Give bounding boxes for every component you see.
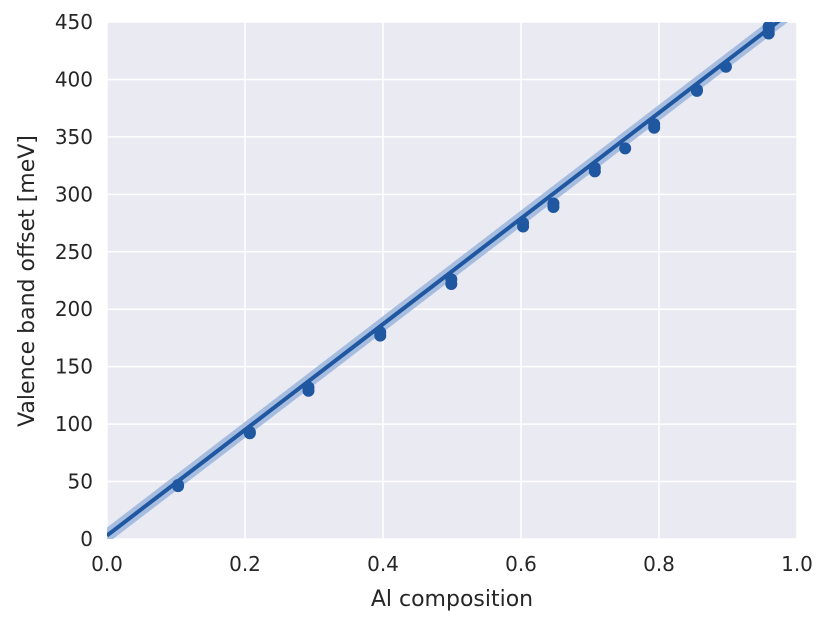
data-point <box>374 326 387 339</box>
x-tick-label: 0.6 <box>505 552 537 576</box>
data-point <box>719 60 732 73</box>
data-point <box>302 381 315 394</box>
grid <box>106 21 798 540</box>
data-point <box>690 83 703 96</box>
y-tick-label: 50 <box>68 470 93 494</box>
data-point <box>243 426 256 439</box>
y-tick-label: 0 <box>80 527 93 551</box>
x-tick-label: 1.0 <box>781 552 813 576</box>
y-tick-label: 150 <box>55 355 93 379</box>
data-point <box>588 161 601 174</box>
fit-line <box>107 22 781 538</box>
y-tick-label: 350 <box>55 125 93 149</box>
x-tick-label: 0.2 <box>229 552 261 576</box>
y-tick-label: 300 <box>55 182 93 206</box>
data-point <box>547 197 560 210</box>
data-point <box>172 479 185 492</box>
x-tick-label: 0.8 <box>643 552 675 576</box>
x-tick-label: 0.0 <box>91 552 123 576</box>
data-series <box>107 22 789 539</box>
y-axis: 0 50 100 150 200 250 300 350 400 450 <box>55 10 93 551</box>
data-point <box>517 217 530 230</box>
x-axis-label: Al composition <box>371 587 533 612</box>
data-point <box>619 142 632 155</box>
x-axis: 0.0 0.2 0.4 0.6 0.8 1.0 <box>91 552 813 576</box>
y-tick-label: 200 <box>55 297 93 321</box>
y-axis-label: Valence band offset [meV] <box>15 135 40 427</box>
data-point <box>762 22 775 33</box>
x-tick-label: 0.4 <box>367 552 399 576</box>
data-point <box>648 118 661 131</box>
data-point <box>445 273 458 286</box>
y-tick-label: 450 <box>55 10 93 34</box>
y-tick-label: 100 <box>55 412 93 436</box>
y-tick-label: 400 <box>55 67 93 91</box>
y-tick-label: 250 <box>55 240 93 264</box>
